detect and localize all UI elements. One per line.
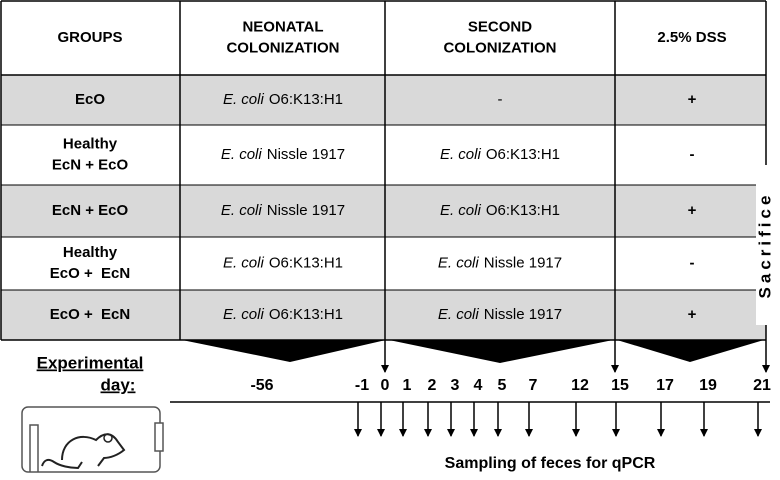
dss-mark: + — [688, 202, 697, 219]
column-header: COLONIZATION — [226, 39, 339, 56]
group-name: EcN + EcO — [52, 156, 129, 173]
day-label: 5 — [498, 377, 507, 394]
day-label: 1 — [403, 377, 412, 394]
day-label: 19 — [699, 377, 717, 394]
strain: Nissle 1917 — [267, 202, 345, 219]
day-label: 21 — [753, 377, 771, 394]
sacrifice-label: Sacrifice — [755, 192, 774, 299]
species: E. coli — [223, 254, 265, 271]
strain: Nissle 1917 — [484, 306, 562, 323]
day-label: 12 — [571, 377, 589, 394]
group-name: Healthy — [63, 135, 118, 152]
strain: Nissle 1917 — [267, 146, 345, 163]
day-label: 17 — [656, 377, 674, 394]
group-name: EcN + EcO — [52, 202, 129, 219]
cell-text: E. coli Nissle 1917 — [438, 254, 562, 271]
dss-mark: - — [690, 146, 695, 163]
cell-text: E. coli Nissle 1917 — [221, 146, 345, 163]
strain: O6:K13:H1 — [269, 306, 343, 323]
species: E. coli — [438, 306, 480, 323]
day-label: 0 — [381, 377, 390, 394]
cell-text: E. coli O6:K13:H1 — [440, 146, 560, 163]
column-header: SECOND — [468, 18, 532, 35]
phase-triangles — [182, 340, 764, 363]
group-name: Healthy — [63, 244, 118, 261]
cell-text: E. coli O6:K13:H1 — [440, 202, 560, 219]
cell-text: E. coli O6:K13:H1 — [223, 254, 343, 271]
strain: O6:K13:H1 — [486, 146, 560, 163]
strain: Nissle 1917 — [484, 254, 562, 271]
day-label: 2 — [428, 377, 437, 394]
species: E. coli — [438, 254, 480, 271]
species: E. coli — [440, 146, 482, 163]
sacrifice-bg — [756, 165, 776, 325]
species: E. coli — [223, 91, 265, 108]
strain: O6:K13:H1 — [486, 202, 560, 219]
row-shade — [1, 185, 766, 237]
cell-text: E. coli O6:K13:H1 — [223, 306, 343, 323]
species: E. coli — [223, 306, 265, 323]
species: E. coli — [221, 146, 263, 163]
day-label: -1 — [355, 377, 369, 394]
cell-text: E. coli O6:K13:H1 — [223, 91, 343, 108]
row-shade — [1, 75, 766, 125]
timeline-label: day: — [101, 375, 136, 394]
group-name: EcO + EcN — [50, 306, 130, 323]
cell-text: E. coli Nissle 1917 — [221, 202, 345, 219]
strain: O6:K13:H1 — [269, 91, 343, 108]
day-label: 3 — [451, 377, 460, 394]
cell-text: E. coli Nissle 1917 — [438, 306, 562, 323]
day-label: 15 — [611, 377, 629, 394]
column-header: COLONIZATION — [443, 39, 556, 56]
row-backgrounds — [1, 75, 766, 340]
dss-mark: + — [688, 91, 697, 108]
group-name: EcO — [75, 91, 105, 108]
mouse-cage — [21, 406, 164, 473]
day-label: 4 — [474, 377, 483, 394]
dss-mark: - — [690, 254, 695, 271]
strain: O6:K13:H1 — [269, 254, 343, 271]
day-label: -56 — [250, 377, 273, 394]
day-label: 7 — [529, 377, 538, 394]
column-header: NEONATAL — [242, 18, 323, 35]
row-shade — [1, 290, 766, 340]
sampling-label: Sampling of feces for qPCR — [445, 455, 656, 472]
species: E. coli — [440, 202, 482, 219]
cell-text: - — [498, 91, 503, 108]
species: E. coli — [221, 202, 263, 219]
group-name: EcO + EcN — [50, 265, 130, 282]
dss-mark: + — [688, 306, 697, 323]
column-header: GROUPS — [57, 29, 122, 46]
timeline-label: Experimental — [37, 353, 144, 372]
column-header: 2.5% DSS — [657, 29, 726, 46]
